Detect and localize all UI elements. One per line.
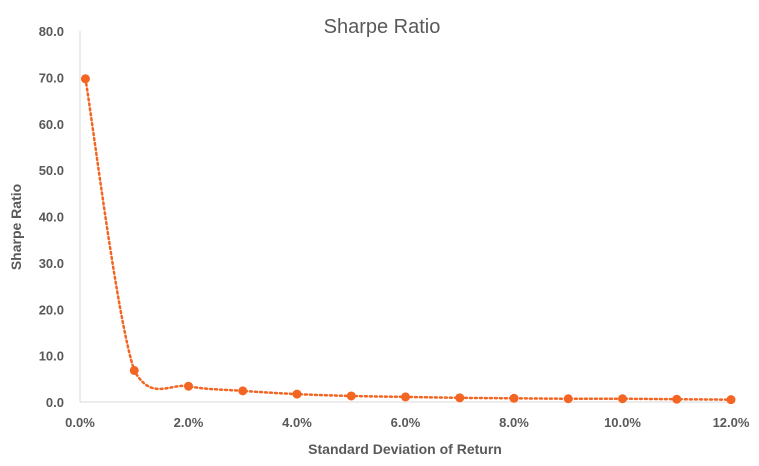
x-tick-label: 4.0% [282, 415, 312, 430]
y-tick-label: 0.0 [46, 395, 64, 410]
x-tick-label: 2.0% [174, 415, 204, 430]
data-point [672, 394, 682, 404]
data-point [346, 391, 356, 401]
y-tick-label: 10.0 [39, 349, 64, 364]
y-tick-label: 40.0 [39, 210, 64, 225]
x-axis-ticks: 0.0% 2.0% 4.0% 6.0% 8.0% 10.0% 12.0% [65, 415, 750, 430]
x-tick-label: 8.0% [499, 415, 529, 430]
data-point [726, 395, 736, 405]
data-point [455, 393, 465, 403]
data-point [401, 392, 410, 402]
y-axis-ticks: 0.0 10.0 20.0 30.0 40.0 50.0 60.0 70.0 80.0 [39, 24, 64, 410]
x-tick-label: 6.0% [391, 415, 421, 430]
series-line [84, 77, 733, 401]
data-point [184, 381, 193, 391]
y-tick-label: 80.0 [39, 24, 64, 39]
y-tick-label: 70.0 [39, 70, 64, 85]
data-point [618, 394, 627, 404]
data-point [563, 394, 573, 404]
chart-title: Sharpe Ratio [324, 16, 441, 38]
y-axis-title: Sharpe Ratio [8, 184, 24, 270]
x-axis-title: Standard Deviation of Return [308, 441, 502, 457]
y-tick-label: 50.0 [39, 163, 64, 178]
series-layer [80, 74, 736, 405]
y-tick-label: 60.0 [39, 117, 64, 132]
data-point [129, 365, 139, 375]
data-point [80, 74, 90, 84]
y-tick-label: 30.0 [39, 256, 64, 271]
x-tick-label: 10.0% [604, 415, 641, 430]
data-point [238, 386, 248, 396]
x-tick-label: 12.0% [713, 415, 750, 430]
x-tick-label: 0.0% [65, 415, 95, 430]
data-point [292, 389, 302, 399]
data-point [509, 393, 519, 403]
y-tick-label: 20.0 [39, 302, 64, 317]
